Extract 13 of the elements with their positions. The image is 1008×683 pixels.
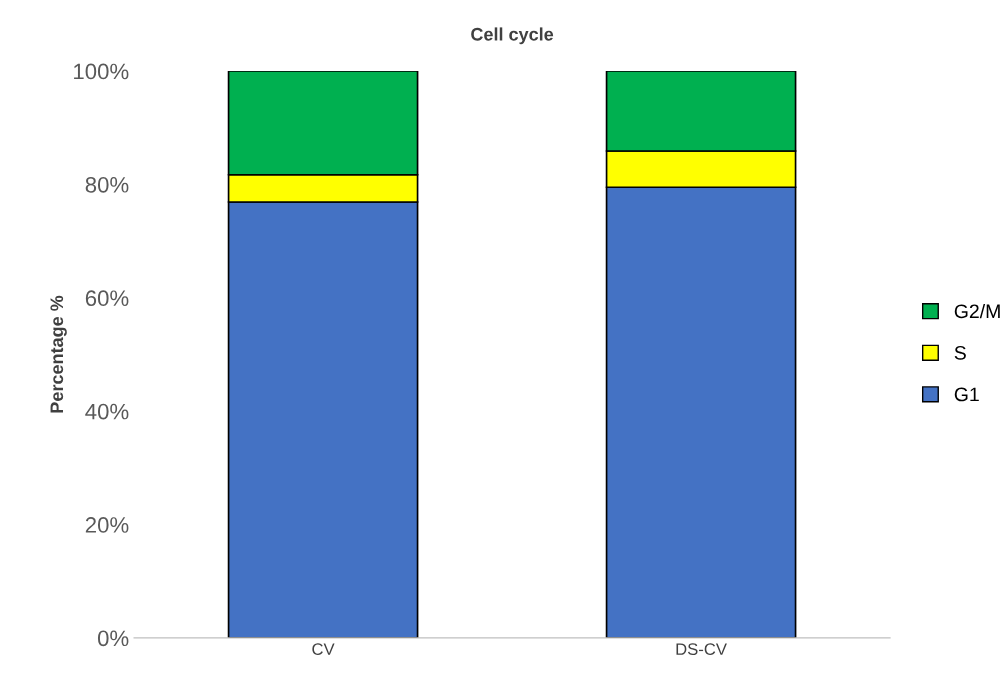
legend-label: S <box>954 345 966 360</box>
legend-label: G2/M <box>954 303 1000 319</box>
legend-label: G1 <box>954 387 979 402</box>
chart-title: Cell cycle <box>471 27 554 45</box>
y-tick-label: 60% <box>85 290 129 307</box>
y-axis-title: Percentage % <box>50 295 67 413</box>
y-tick-label: 100% <box>74 63 129 80</box>
y-tick-label: 20% <box>85 517 129 533</box>
y-tick-label: 40% <box>85 403 129 420</box>
y-tick-label: 0% <box>97 630 129 647</box>
x-tick-label: DS-CV <box>676 643 727 656</box>
x-tick-label: CV <box>312 643 335 656</box>
y-tick-label: 80% <box>85 176 129 193</box>
